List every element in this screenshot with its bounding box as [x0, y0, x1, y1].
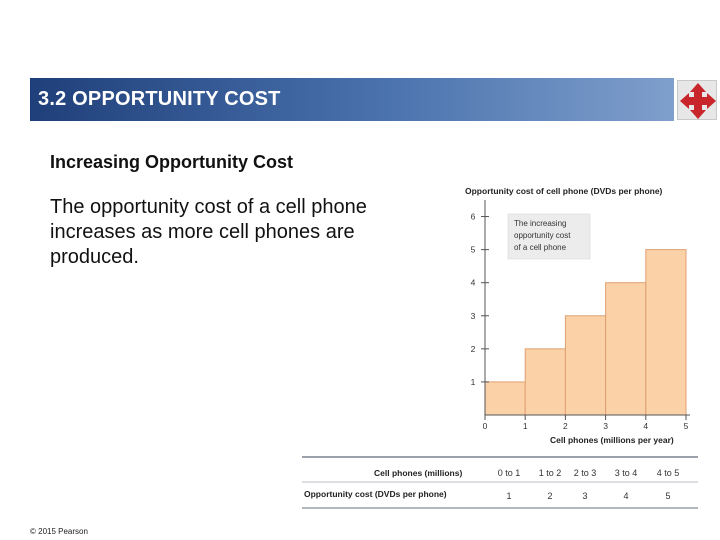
table-row1-label: Cell phones (millions) — [374, 468, 462, 478]
table-range-2: 1 to 2 — [539, 468, 562, 478]
x-tick-label-2: 2 — [563, 421, 568, 431]
table-range-1: 0 to 1 — [498, 468, 521, 478]
table-cost-1: 1 — [506, 491, 511, 501]
copyright-notice: © 2015 Pearson — [30, 527, 88, 536]
table-cost-2: 2 — [547, 491, 552, 501]
annotation-line-2: opportunity cost — [514, 231, 571, 240]
y-tick-label-3: 3 — [471, 311, 476, 321]
annotation-box — [507, 213, 591, 260]
table-range-3: 2 to 3 — [574, 468, 597, 478]
arrows-cross-icon — [680, 83, 716, 119]
slide-title: 3.2 OPPORTUNITY COST — [38, 88, 281, 110]
slide-body-text: The opportunity cost of a cell phone inc… — [50, 196, 367, 268]
table-cost-4: 4 — [623, 491, 628, 501]
bar-1 — [484, 381, 526, 416]
slide-title-bar: 3.2 OPPORTUNITY COST — [30, 78, 674, 121]
opportunity-cost-table: Cell phones (millions) Opportunity cost … — [302, 456, 698, 509]
annotation-line-1: The increasing — [514, 219, 566, 228]
table-row2-label: Opportunity cost (DVDs per phone) — [304, 489, 447, 499]
bar-3 — [564, 315, 607, 416]
y-tick-label-6: 6 — [471, 212, 476, 222]
x-tick-label-1: 1 — [523, 421, 528, 431]
y-tick-label-4: 4 — [471, 278, 476, 288]
y-tick-label-1: 1 — [471, 377, 476, 387]
opportunity-cost-chart: Opportunity cost of cell phone (DVDs per… — [465, 186, 690, 445]
y-tick-label-5: 5 — [471, 245, 476, 255]
table-cost-3: 3 — [582, 491, 587, 501]
bar-2 — [524, 348, 566, 416]
table-cost-5: 5 — [665, 491, 670, 501]
y-tick-label-2: 2 — [471, 344, 476, 354]
annotation-line-3: of a cell phone — [514, 243, 567, 252]
x-tick-label-5: 5 — [684, 421, 689, 431]
chart-annotation: The increasing opportunity cost of a cel… — [507, 213, 591, 260]
chart-title: Opportunity cost of cell phone (DVDs per… — [465, 186, 663, 196]
table-range-5: 4 to 5 — [657, 468, 680, 478]
slide-subtitle: Increasing Opportunity Cost — [50, 152, 294, 172]
bar-4 — [605, 282, 647, 416]
x-axis-label: Cell phones (millions per year) — [550, 435, 674, 445]
x-tick-label-0: 0 — [483, 421, 488, 431]
x-tick-label-4: 4 — [643, 421, 648, 431]
bar-5 — [645, 249, 687, 416]
table-range-4: 3 to 4 — [615, 468, 638, 478]
x-tick-label-3: 3 — [603, 421, 608, 431]
logo-badge — [677, 80, 717, 120]
